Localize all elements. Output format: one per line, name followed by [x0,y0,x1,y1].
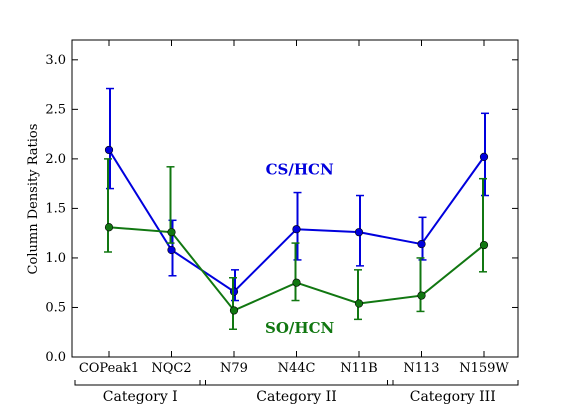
x-tick-label: N11B [340,361,377,376]
data-point [167,228,176,237]
data-point [292,225,301,234]
data-point [479,152,489,161]
y-tick-label: 2.0 [45,152,66,167]
x-tick-label: N113 [403,361,439,376]
x-tick-label: NQC2 [151,361,191,376]
data-point [104,223,114,232]
y-tick-label: 1.5 [45,201,66,216]
x-tick-label: COPeak1 [79,361,139,376]
data-point [292,278,301,287]
annotations: CS/HCN SO/HCN [265,161,334,338]
y-tick-label: 2.5 [45,102,66,117]
data-point [479,240,489,250]
data-point [417,239,426,249]
series-annotation: SO/HCN [265,319,334,337]
group-bracket [387,380,519,386]
series-annotation: CS/HCN [266,161,334,179]
y-tick-label: 0.0 [45,350,66,365]
y-tick-label: 0.5 [45,300,66,315]
y-tick-label: 3.0 [45,53,66,68]
y-axis-label: Column Density Ratios [26,124,41,275]
data-point [417,291,426,300]
data-point [167,245,176,255]
group-label: Category I [103,389,178,405]
x-tick-label: N44C [278,361,316,376]
data-point [104,145,114,155]
group-bracket [74,380,206,386]
y-tick-label: 1.0 [45,251,66,266]
group-label: Category III [410,389,496,405]
group-bracket [199,380,394,386]
y-axis: 0.0 0.5 1.0 1.5 2.0 2.5 3.0 [45,53,518,365]
group-label: Category II [256,389,336,405]
x-tick-label: N79 [220,361,248,376]
data-point [354,299,364,308]
x-axis: COPeak1 NQC2 N79 N44C N11B N113 N159W [79,40,509,376]
category-groups: Category I Category II Category III [74,380,519,405]
data-point [229,306,239,315]
data-point [354,228,364,237]
plot-frame [71,39,519,358]
series-layer [104,87,489,331]
x-tick-label: N159W [459,361,509,376]
